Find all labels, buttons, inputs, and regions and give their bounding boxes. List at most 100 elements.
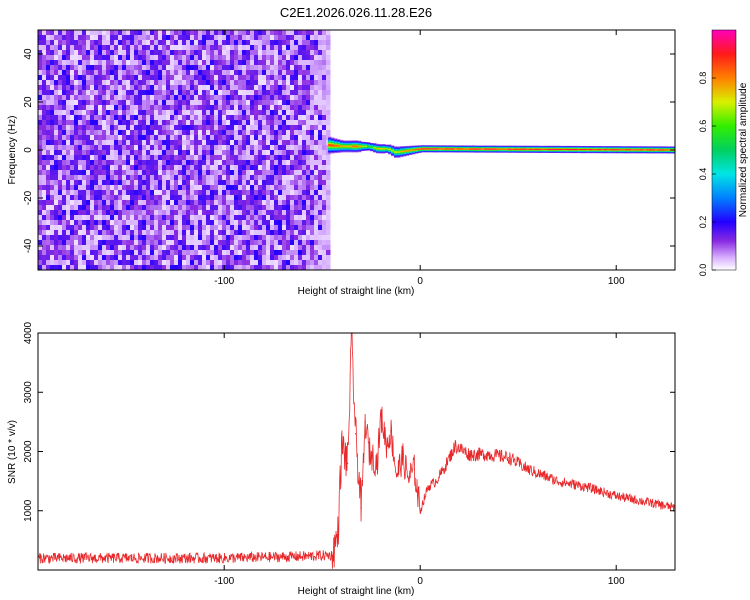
heatmap-cell: [262, 120, 267, 126]
heatmap-cell: [146, 45, 151, 51]
heatmap-cell: [130, 80, 135, 86]
heatmap-cell: [202, 95, 207, 101]
heatmap-cell: [318, 40, 323, 46]
heatmap-cell: [118, 145, 123, 151]
heatmap-cell: [278, 110, 283, 116]
heatmap-cell: [50, 50, 55, 56]
heatmap-cell: [134, 230, 139, 236]
heatmap-cell: [206, 35, 211, 41]
heatmap-cell: [158, 125, 163, 131]
heatmap-cell: [230, 185, 235, 191]
heatmap-cell: [154, 180, 159, 186]
heatmap-cell: [314, 135, 319, 141]
heatmap-cell: [174, 150, 179, 156]
heatmap-cell: [302, 85, 307, 91]
heatmap-cell: [50, 205, 55, 211]
heatmap-cell: [162, 165, 167, 171]
heatmap-cell: [310, 230, 315, 236]
heatmap-cell: [98, 210, 103, 216]
heatmap-cell: [166, 115, 171, 121]
heatmap-cell: [82, 65, 87, 71]
heatmap-cell: [302, 165, 307, 171]
heatmap-cell: [286, 55, 291, 61]
heatmap-cell: [254, 115, 259, 121]
heatmap-cell: [294, 100, 299, 106]
signal-band-cell: [355, 145, 359, 148]
heatmap-cell: [122, 220, 127, 226]
heatmap-cell: [54, 100, 59, 106]
heatmap-cell: [134, 125, 139, 131]
heatmap-cell: [134, 110, 139, 116]
heatmap-cell: [174, 65, 179, 71]
heatmap-cell: [102, 235, 107, 241]
heatmap-cell: [38, 220, 43, 226]
heatmap-cell: [110, 35, 115, 41]
heatmap-cell: [282, 80, 287, 86]
heatmap-cell: [202, 35, 207, 41]
heatmap-cell: [254, 135, 259, 141]
heatmap-cell: [266, 80, 271, 86]
heatmap-cell: [286, 215, 291, 221]
heatmap-cell: [174, 255, 179, 261]
heatmap-cell: [106, 215, 111, 221]
heatmap-cell: [66, 180, 71, 186]
heatmap-cell: [42, 145, 47, 151]
heatmap-cell: [54, 225, 59, 231]
heatmap-cell: [110, 100, 115, 106]
heatmap-cell: [130, 245, 135, 251]
heatmap-cell: [182, 160, 187, 166]
heatmap-cell: [90, 110, 95, 116]
heatmap-cell: [58, 210, 63, 216]
heatmap-cell: [102, 190, 107, 196]
heatmap-cell: [274, 80, 279, 86]
signal-band-cell: [502, 148, 506, 150]
heatmap-cell: [226, 135, 231, 141]
heatmap-cell: [54, 175, 59, 181]
heatmap-cell: [58, 260, 63, 266]
heatmap-cell: [222, 240, 227, 246]
heatmap-cell: [126, 170, 131, 176]
heatmap-cell: [70, 200, 75, 206]
heatmap-cell: [234, 205, 239, 211]
heatmap-cell: [186, 190, 191, 196]
heatmap-cell: [210, 240, 215, 246]
signal-band-cell: [622, 149, 626, 151]
heatmap-cell: [194, 55, 199, 61]
heatmap-cell: [294, 170, 299, 176]
heatmap-cell: [146, 135, 151, 141]
heatmap-cell: [50, 180, 55, 186]
heatmap-cell: [182, 65, 187, 71]
heatmap-cell: [142, 255, 147, 261]
heatmap-cell: [138, 65, 143, 71]
heatmap-cell: [66, 90, 71, 96]
heatmap-cell: [222, 150, 227, 156]
heatmap-cell: [278, 235, 283, 241]
heatmap-cell: [178, 255, 183, 261]
heatmap-cell: [50, 150, 55, 156]
heatmap-cell: [270, 85, 275, 91]
heatmap-cell: [202, 135, 207, 141]
heatmap-cell: [142, 245, 147, 251]
heatmap-cell: [106, 145, 111, 151]
heatmap-cell: [238, 140, 243, 146]
heatmap-cell: [246, 105, 251, 111]
heatmap-cell: [270, 75, 275, 81]
heatmap-cell: [122, 195, 127, 201]
heatmap-cell: [258, 85, 263, 91]
heatmap-cell: [302, 115, 307, 121]
heatmap-cell: [150, 200, 155, 206]
heatmap-cell: [126, 255, 131, 261]
heatmap-cell: [226, 165, 231, 171]
heatmap-cell: [266, 100, 271, 106]
heatmap-cell: [218, 230, 223, 236]
heatmap-cell: [162, 50, 167, 56]
heatmap-cell: [82, 150, 87, 156]
heatmap-cell: [114, 265, 119, 270]
heatmap-cell: [298, 220, 303, 226]
heatmap-cell: [238, 230, 243, 236]
heatmap-cell: [286, 130, 291, 136]
heatmap-cell: [166, 45, 171, 51]
heatmap-cell: [78, 50, 83, 56]
heatmap-cell: [270, 245, 275, 251]
heatmap-cell: [46, 80, 51, 86]
